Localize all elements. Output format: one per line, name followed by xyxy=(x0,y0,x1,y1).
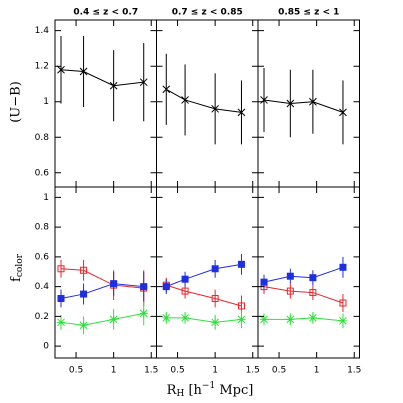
marker xyxy=(109,315,118,324)
y-tick-label: 0.2 xyxy=(35,312,49,322)
series-line xyxy=(166,88,242,113)
y-tick-label: 1 xyxy=(43,193,49,203)
series-line xyxy=(60,268,144,289)
y-tick-label: 1 xyxy=(43,97,49,107)
x-tick-label: 1 xyxy=(314,366,320,376)
marker xyxy=(139,309,148,318)
x-tick-label: 1.5 xyxy=(246,366,260,376)
marker xyxy=(162,85,171,94)
y-label-sub: color xyxy=(15,253,25,277)
marker xyxy=(308,313,317,322)
marker xyxy=(57,65,65,74)
marker xyxy=(140,283,148,291)
marker xyxy=(309,274,317,282)
marker xyxy=(181,96,189,104)
marker xyxy=(309,97,317,106)
marker xyxy=(181,287,189,295)
marker xyxy=(286,315,295,324)
marker xyxy=(286,272,294,280)
y-tick-label: 0 xyxy=(43,342,49,352)
marker xyxy=(237,302,245,310)
marker xyxy=(181,275,189,283)
bottom-y-label: fcolor xyxy=(9,253,25,282)
marker xyxy=(162,283,170,291)
marker xyxy=(309,289,317,297)
panel-frame xyxy=(257,186,360,359)
marker xyxy=(79,321,88,330)
x-label-part: R xyxy=(167,383,178,398)
marker xyxy=(237,108,246,117)
marker xyxy=(260,96,268,104)
x-tick-label: 0.5 xyxy=(170,366,184,376)
marker xyxy=(260,315,269,324)
x-label-sub: H xyxy=(176,389,184,399)
marker xyxy=(260,278,268,286)
marker xyxy=(57,265,65,273)
y-tick-label: 0.6 xyxy=(35,168,50,178)
x-label: RH [h−1 Mpc] xyxy=(167,381,254,399)
marker xyxy=(181,313,190,322)
x-tick-label: 1 xyxy=(212,366,218,376)
marker xyxy=(162,313,171,322)
panel-frame xyxy=(54,19,157,188)
series-line xyxy=(166,284,242,307)
x-tick-label: 1.5 xyxy=(347,366,361,376)
marker xyxy=(110,280,118,288)
x-tick-label: 1.5 xyxy=(144,366,158,376)
marker xyxy=(57,318,66,327)
panel-title: 0.85 ≤ z < 1 xyxy=(278,8,339,18)
marker xyxy=(211,265,219,273)
series-line xyxy=(166,263,242,288)
x-tick-label: 0.5 xyxy=(272,366,286,376)
series-line xyxy=(263,286,344,304)
marker xyxy=(237,315,246,324)
panel-frame xyxy=(54,186,157,359)
series-line xyxy=(263,266,344,283)
series-line xyxy=(264,317,344,322)
marker xyxy=(286,99,295,108)
series-line xyxy=(60,312,144,326)
y-tick-label: 0.8 xyxy=(35,223,50,233)
series-line xyxy=(60,283,144,300)
y-label-main: f xyxy=(9,276,24,282)
marker xyxy=(237,260,245,268)
series-line xyxy=(263,99,344,113)
series-line xyxy=(166,317,242,323)
marker xyxy=(211,104,219,113)
marker xyxy=(109,81,118,90)
series-line xyxy=(60,69,144,87)
marker xyxy=(80,266,88,274)
y-tick-label: 1.2 xyxy=(35,62,49,72)
y-tick-label: 1.4 xyxy=(35,26,50,36)
top-y-label: (U−B) xyxy=(9,81,24,123)
marker xyxy=(339,299,347,307)
x-label-part: Mpc] xyxy=(215,383,253,398)
panel-frame xyxy=(156,186,259,359)
panel-frame xyxy=(257,19,360,188)
marker xyxy=(79,67,88,76)
y-tick-label: 0.8 xyxy=(35,133,50,143)
marker xyxy=(211,318,220,327)
panel-title: 0.4 ≤ z < 0.7 xyxy=(73,8,138,18)
panel-frame xyxy=(156,19,259,188)
x-label-part: [h xyxy=(184,383,202,398)
marker xyxy=(286,287,294,295)
marker xyxy=(338,316,347,325)
x-tick-label: 1 xyxy=(111,366,117,376)
marker xyxy=(339,263,347,271)
x-label-sup: −1 xyxy=(202,381,215,391)
y-tick-label: 0.4 xyxy=(35,282,50,292)
y-tick-label: 0.6 xyxy=(35,252,50,262)
marker xyxy=(339,108,347,117)
marker xyxy=(139,78,148,87)
marker xyxy=(57,295,65,303)
x-tick-label: 0.5 xyxy=(69,366,83,376)
marker xyxy=(211,295,219,303)
panel-title: 0.7 ≤ z < 0.85 xyxy=(172,8,243,18)
marker xyxy=(80,290,88,298)
